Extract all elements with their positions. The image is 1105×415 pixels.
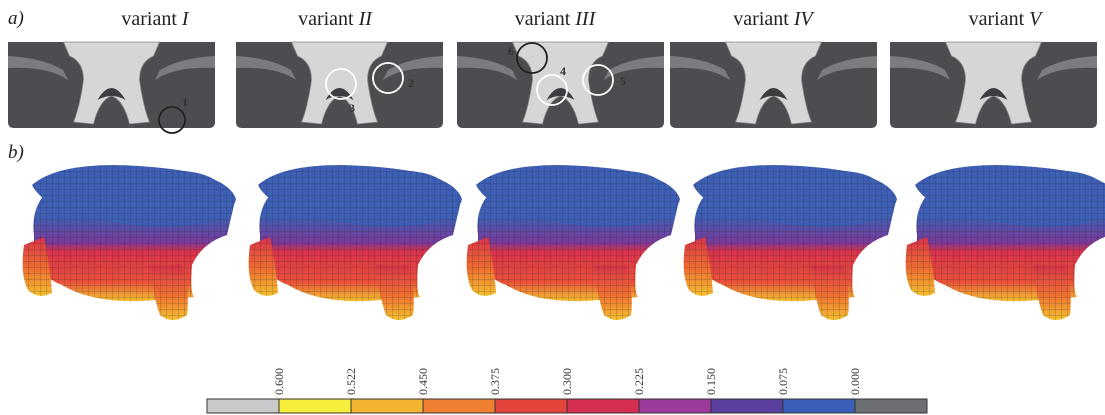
legend-swatch bbox=[638, 398, 712, 414]
fem-mesh-5 bbox=[905, 165, 1105, 320]
casing-band bbox=[236, 56, 296, 80]
cross-section-1 bbox=[8, 41, 215, 128]
mesh-leg-left-grid bbox=[905, 237, 935, 296]
legend-swatch bbox=[566, 398, 640, 414]
mesh-leg-left-grid bbox=[22, 237, 52, 296]
fem-mesh-4 bbox=[683, 165, 897, 320]
fem-mesh-2 bbox=[248, 165, 462, 320]
casing-band bbox=[670, 56, 730, 80]
cross-section-5 bbox=[890, 41, 1097, 128]
callout-circle bbox=[582, 64, 614, 96]
blade-shape bbox=[724, 41, 823, 125]
legend-swatch bbox=[422, 398, 496, 414]
casing-band bbox=[8, 56, 68, 80]
casing-band bbox=[383, 56, 443, 80]
variant-title-4: variant IV bbox=[733, 8, 813, 30]
mesh-top-grid bbox=[476, 165, 680, 227]
fem-mesh-row bbox=[22, 165, 1105, 320]
legend-swatch bbox=[350, 398, 424, 414]
fem-mesh-3 bbox=[466, 165, 680, 320]
callout-circle bbox=[536, 74, 568, 106]
mesh-leg-front-grid bbox=[811, 265, 849, 320]
legend-value: 0.225 bbox=[632, 368, 646, 395]
casing-band bbox=[457, 56, 517, 80]
casing-band bbox=[155, 56, 215, 80]
callout-number: 6 bbox=[508, 44, 514, 58]
mesh-leg-left-grid bbox=[683, 237, 713, 296]
mesh-top-grid bbox=[32, 165, 236, 227]
cross-section-row: 1 2 3 4 5 6 bbox=[8, 41, 1097, 134]
blade-shape bbox=[511, 41, 610, 125]
blade-shape bbox=[944, 41, 1043, 125]
legend-swatch bbox=[854, 398, 928, 414]
callout-number: 3 bbox=[349, 101, 355, 115]
callout-number: 1 bbox=[182, 95, 188, 109]
cross-section-3 bbox=[457, 41, 664, 128]
mesh-leg-left-grid bbox=[466, 237, 496, 296]
hub-shape bbox=[979, 88, 1008, 100]
variant-title-1: variant I bbox=[121, 8, 189, 30]
casing-band bbox=[817, 56, 877, 80]
legend-value: 0.375 bbox=[488, 368, 502, 395]
variant-title-2: variant II bbox=[298, 8, 372, 30]
fem-mesh-1 bbox=[22, 165, 236, 320]
blade-shape bbox=[290, 41, 389, 125]
mesh-top-grid bbox=[915, 165, 1105, 227]
callout-circle bbox=[158, 106, 186, 134]
legend-swatch bbox=[494, 398, 568, 414]
legend-value: 0.600 bbox=[272, 368, 286, 395]
mesh-leg-front-grid bbox=[376, 265, 414, 320]
legend-value: 0.000 bbox=[848, 368, 862, 395]
legend-swatch bbox=[710, 398, 784, 414]
variant-title-3: variant III bbox=[514, 8, 596, 30]
legend-value: 0.075 bbox=[776, 368, 790, 395]
panel-label-a: a) bbox=[8, 8, 24, 29]
legend-value: 0.450 bbox=[416, 368, 430, 395]
legend-value: 0.522 bbox=[344, 368, 358, 395]
legend-swatch bbox=[782, 398, 856, 414]
panel-label-b: b) bbox=[8, 142, 24, 163]
callout-circle bbox=[325, 68, 357, 100]
legend-swatch bbox=[278, 398, 352, 414]
mesh-leg-front-grid bbox=[150, 265, 188, 320]
mesh-top-grid bbox=[693, 165, 897, 227]
mesh-top-grid bbox=[258, 165, 462, 227]
casing-band bbox=[604, 56, 664, 80]
cross-section-4 bbox=[670, 41, 877, 128]
callout-number: 4 bbox=[560, 64, 566, 78]
hub-shape bbox=[759, 88, 788, 100]
variant-title-5: variant V bbox=[968, 8, 1042, 30]
mesh-leg-left-grid bbox=[248, 237, 278, 296]
legend-value: 0.150 bbox=[704, 368, 718, 395]
hub-shape bbox=[97, 88, 126, 100]
mesh-leg-front-grid bbox=[1033, 265, 1071, 320]
callout-circle bbox=[372, 62, 404, 94]
callout-number: 2 bbox=[408, 76, 414, 90]
callout-circle bbox=[516, 42, 548, 74]
callout-number: 5 bbox=[620, 74, 626, 88]
blade-shape bbox=[62, 41, 161, 125]
color-scale-bar bbox=[206, 398, 928, 414]
casing-band bbox=[890, 56, 950, 80]
mesh-leg-front-grid bbox=[594, 265, 632, 320]
casing-band bbox=[1037, 56, 1097, 80]
legend-value: 0.300 bbox=[560, 368, 574, 395]
legend-swatch bbox=[206, 398, 280, 414]
